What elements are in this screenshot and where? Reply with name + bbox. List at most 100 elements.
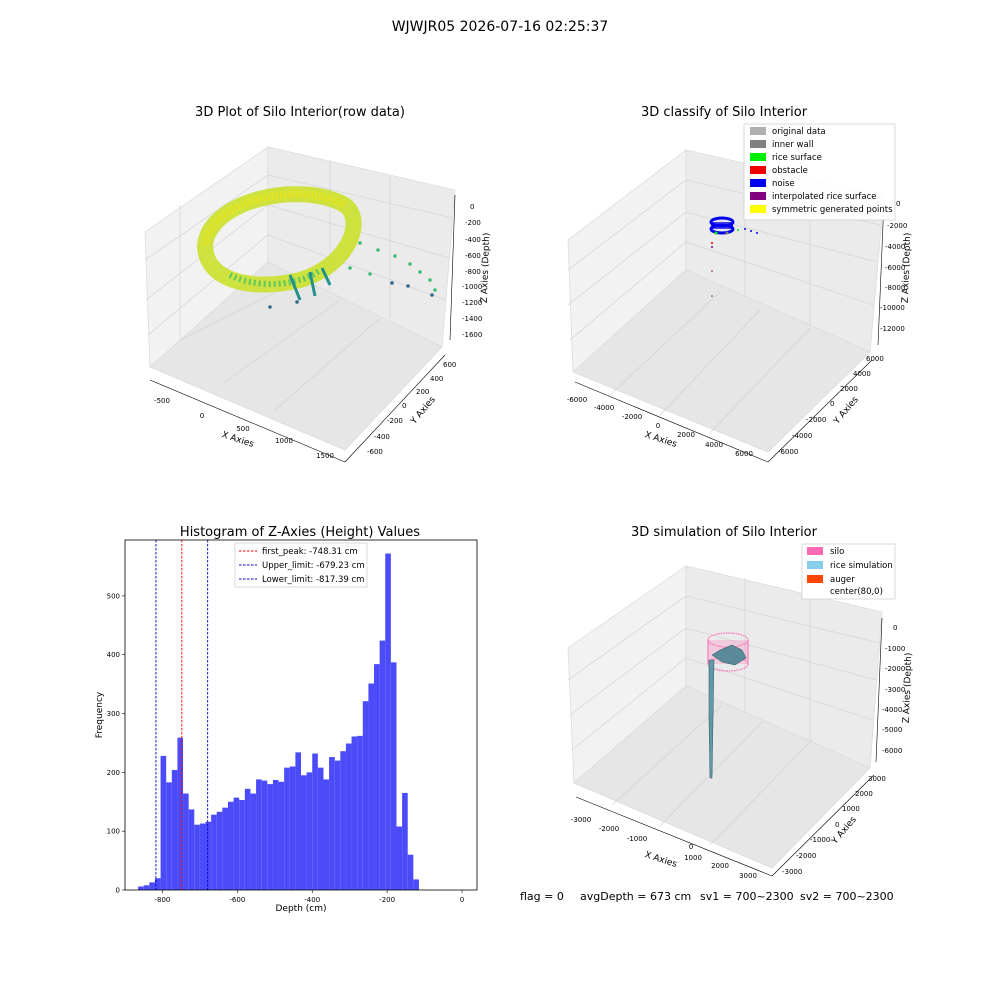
raw-z-label: Z Axies (Depth) xyxy=(480,233,492,304)
raw-z-tick-8: -1600 xyxy=(462,331,482,339)
classify-z-tick-3: -6000 xyxy=(885,264,905,272)
sim-y-tick-6: 3000 xyxy=(868,775,886,783)
classify-y-axis-line xyxy=(767,359,873,463)
hist-bar xyxy=(345,743,352,890)
hist-bar xyxy=(205,821,212,890)
hist-y-tick-label: 400 xyxy=(107,651,120,659)
sim-x-tick-6: 3000 xyxy=(739,872,757,880)
hist-legend-label-1: Upper_limit: -679.23 cm xyxy=(262,561,365,571)
hist-bar xyxy=(301,775,307,890)
hist-bar xyxy=(317,767,324,890)
raw-z-tick-2: -400 xyxy=(465,236,481,244)
raw-y-tick-4: 200 xyxy=(416,388,429,396)
sim-legend-label-1: rice simulation xyxy=(830,561,893,571)
raw-y-tick-6: 600 xyxy=(443,361,456,369)
sim-z-tick-6: -6000 xyxy=(882,747,902,755)
classify-legend-label-5: interpolated rice surface xyxy=(772,192,877,202)
hist-bar xyxy=(334,760,341,890)
sim-legend: silo rice simulation auger center(80,0) xyxy=(801,543,896,600)
hist-bar xyxy=(188,809,195,890)
raw-z-tick-0: 0 xyxy=(470,203,474,211)
hist-y-label: Frequency xyxy=(95,691,105,738)
hist-bar xyxy=(278,781,285,890)
sim-legend-label-0: silo xyxy=(830,547,844,557)
sim-y-tick-2: -1000 xyxy=(810,836,830,844)
raw-data-cloud xyxy=(196,186,437,309)
hist-bar xyxy=(244,788,251,890)
classify-legend-swatch-1 xyxy=(750,140,766,148)
hist-x-tick-label: -200 xyxy=(379,896,395,904)
hist-bar xyxy=(368,683,375,890)
hist-x-tick-label: -600 xyxy=(229,896,245,904)
panel-histogram: Histogram of Z-Axies (Height) Values -80… xyxy=(95,525,478,914)
panel-classify-title: 3D classify of Silo Interior xyxy=(641,105,808,120)
hist-bar xyxy=(357,735,363,890)
sim-x-axis-line xyxy=(575,796,773,877)
hist-bar xyxy=(149,882,155,890)
sim-legend-label-2: auger xyxy=(830,575,855,585)
classify-y-tick-2: -2000 xyxy=(806,416,826,424)
sim-y-axis-line xyxy=(771,774,875,877)
classify-x-tick-5: 4000 xyxy=(705,441,723,449)
raw-x-tick-0: -500 xyxy=(154,397,170,405)
sim-legend-swatch-1 xyxy=(807,561,823,569)
raw-z-tick-1: -200 xyxy=(465,219,481,227)
hist-y-ticks: 0 100 200 300 400 500 xyxy=(107,592,125,895)
raw-x-tick-3: 1000 xyxy=(275,437,293,445)
hist-bar xyxy=(143,885,150,890)
hist-bar xyxy=(227,801,234,890)
hist-bar xyxy=(256,779,262,890)
sim-y-label: Y Axies xyxy=(830,815,859,847)
hist-vlines xyxy=(155,540,209,890)
raw-y-axis-line xyxy=(344,354,446,463)
classify-y-label: Y Axies xyxy=(832,395,861,427)
hist-bar xyxy=(407,854,414,890)
classify-pane-floor xyxy=(572,269,871,453)
classify-x-tick-6: 6000 xyxy=(735,450,753,458)
raw-z-tick-7: -1400 xyxy=(462,315,482,323)
classify-z-tick-5: -10000 xyxy=(880,304,905,312)
classify-y-tick-1: -4000 xyxy=(792,432,812,440)
raw-y-tick-2: -200 xyxy=(387,417,403,425)
hist-bar xyxy=(289,766,296,890)
hist-bar xyxy=(272,780,279,890)
footer-sv1: sv1 = 700~2300 xyxy=(700,890,794,903)
sim-legend-label-3: center(80,0) xyxy=(830,587,883,597)
classify-x-label: X Axies xyxy=(643,430,678,450)
hist-bar xyxy=(211,814,217,890)
raw-x-tick-4: 1500 xyxy=(316,452,334,460)
sim-pane-floor xyxy=(573,685,871,869)
hist-x-label: Depth (cm) xyxy=(275,904,326,914)
classify-legend-label-3: obstacle xyxy=(772,166,808,176)
hist-bar xyxy=(312,753,318,890)
sim-x-label: X Axies xyxy=(643,850,678,870)
sim-legend-swatch-2 xyxy=(807,575,823,583)
sim-title: 3D simulation of Silo Interior xyxy=(631,525,818,540)
sim-y-tick-4: 1000 xyxy=(842,805,860,813)
classify-legend-swatch-2 xyxy=(750,153,766,161)
raw-y-tick-0: -600 xyxy=(367,448,383,456)
sim-z-tick-4: -4000 xyxy=(882,706,902,714)
hist-bar xyxy=(323,779,330,890)
hist-bar xyxy=(154,878,161,890)
hist-bar xyxy=(385,553,391,890)
raw-z-axis-line xyxy=(449,194,456,341)
sim-y-tick-5: 2000 xyxy=(855,790,873,798)
classify-legend-label-1: inner wall xyxy=(772,140,813,150)
hist-y-tick-label: 500 xyxy=(107,592,120,600)
raw-z-ticks: 0 -200 -400 -600 -800 -1000 -1200 -1400 … xyxy=(462,203,482,339)
classify-data-points xyxy=(709,216,758,297)
hist-bar xyxy=(239,800,245,890)
hist-bar xyxy=(261,780,268,890)
classify-z-tick-2: -4000 xyxy=(885,243,905,251)
classify-x-tick-3: 0 xyxy=(656,422,660,430)
hist-bar xyxy=(396,826,403,890)
sim-y-tick-1: -2000 xyxy=(796,852,816,860)
hist-bar xyxy=(222,807,228,890)
sim-legend-swatch-0 xyxy=(807,547,823,555)
hist-x-tick-label: -400 xyxy=(304,896,320,904)
raw-pane-floor xyxy=(149,261,443,451)
hist-bar xyxy=(267,784,273,890)
classify-y-tick-3: 0 xyxy=(830,400,834,408)
